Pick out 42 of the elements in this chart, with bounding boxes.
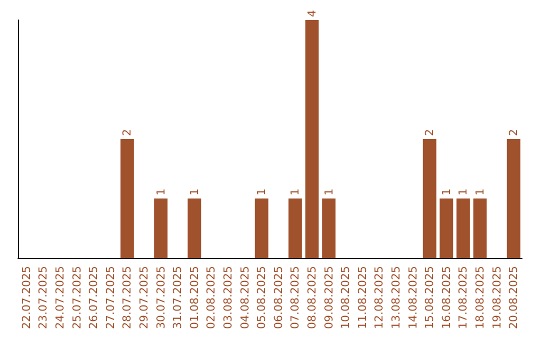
x-tick-label: 04.08.2025 [238, 266, 252, 330]
data-label: 4 [306, 10, 318, 17]
x-tick-label: 25.07.2025 [70, 266, 84, 330]
x-tick-label: 27.07.2025 [104, 266, 117, 330]
x-tick-label: 13.08.2025 [390, 266, 402, 330]
x-tick-label: 20.08.2025 [507, 266, 520, 330]
data-label: 1 [154, 188, 168, 196]
x-tick-label: 23.07.2025 [36, 266, 50, 330]
x-tick-label: 09.08.2025 [322, 266, 336, 330]
x-tick-label: 14.08.2025 [406, 266, 420, 330]
x-tick-label: 02.08.2025 [204, 266, 218, 330]
data-label: 1 [474, 188, 486, 196]
x-tick-label: 29.07.2025 [138, 266, 150, 330]
x-tick-label: 12.08.2025 [372, 266, 386, 330]
data-label: 1 [456, 188, 470, 196]
x-tick-label: 10.08.2025 [339, 266, 352, 330]
data-label: 1 [322, 188, 336, 196]
x-tick-label: 01.08.2025 [188, 266, 201, 330]
x-tick-label: 07.08.2025 [288, 266, 302, 330]
x-tick-label: 16.08.2025 [440, 266, 453, 330]
x-tick-label: 11.08.2025 [356, 266, 369, 330]
x-tick-label: 22.07.2025 [20, 266, 33, 330]
data-label: 1 [288, 188, 302, 196]
x-tick-label: 18.08.2025 [474, 266, 486, 330]
x-tick-label: 17.08.2025 [456, 266, 470, 330]
data-label: 1 [440, 188, 453, 196]
x-tick-label: 24.07.2025 [54, 266, 66, 330]
x-tick-label: 08.08.2025 [306, 266, 318, 330]
data-label: 1 [188, 188, 201, 196]
x-tick-label: 19.08.2025 [490, 266, 504, 330]
data-label: 2 [507, 129, 520, 136]
data-label: 2 [423, 129, 436, 136]
x-tick-label: 28.07.2025 [120, 266, 134, 330]
x-tick-label: 05.08.2025 [255, 266, 268, 330]
x-tick-label: 31.07.2025 [171, 266, 184, 330]
x-tick-label: 06.08.2025 [272, 266, 285, 330]
data-label: 2 [120, 129, 134, 136]
x-tick-label: 03.08.2025 [222, 266, 234, 330]
x-tick-label: 30.07.2025 [154, 266, 168, 330]
x-tick-label: 26.07.2025 [87, 266, 100, 330]
data-label: 1 [255, 188, 268, 196]
x-tick-label: 15.08.2025 [423, 266, 436, 330]
